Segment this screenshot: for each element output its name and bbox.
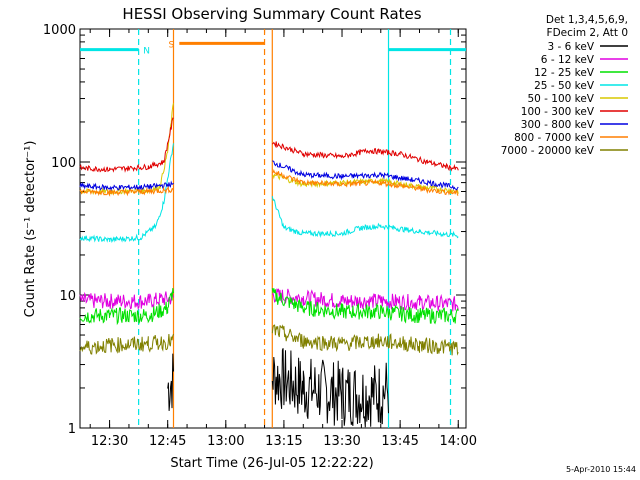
y-tick-label: 100 [51, 156, 76, 171]
series-line [271, 196, 459, 239]
series-line [271, 141, 459, 172]
plot-area: 1 10 100 1000 12:30 12:45 13:00 13:15 13:30 13:45… [43, 23, 477, 449]
series-line [79, 288, 174, 326]
y-axis-label: Count Rate (s⁻¹ detector⁻¹) [23, 141, 38, 318]
legend-header: Det 1,3,4,5,6,9, [546, 14, 628, 26]
series-line [271, 288, 459, 325]
series-line [271, 324, 459, 356]
flag-label: S [168, 40, 174, 50]
legend-entry-label: 7000 - 20000 keV [501, 145, 595, 157]
plot-frame [79, 28, 467, 429]
x-tick-label: 14:00 [440, 434, 477, 449]
flag-label: N [143, 47, 150, 57]
series-line [79, 143, 174, 243]
series-line [272, 169, 459, 196]
series-line [79, 185, 174, 197]
x-tick-label: 13:30 [323, 434, 360, 449]
series-line [167, 353, 174, 411]
x-tick-label: 13:00 [207, 434, 244, 449]
legend-entry-label: 12 - 25 keV [534, 67, 595, 79]
chart-title: HESSI Observing Summary Count Rates [122, 5, 421, 23]
legend: Det 1,3,4,5,6,9,FDecim 2, Att 0 3 - 6 keV… [501, 14, 628, 157]
series-line [271, 348, 389, 428]
y-tick-label: 1 [68, 422, 76, 437]
x-tick-label: 12:45 [149, 434, 186, 449]
legend-header: FDecim 2, Att 0 [547, 27, 628, 39]
series-line [271, 288, 459, 312]
series-line [79, 291, 174, 311]
series-line [79, 180, 174, 192]
x-tick-label: 13:45 [381, 434, 418, 449]
x-tick-label: 13:15 [265, 434, 302, 449]
y-tick-label: 10 [59, 289, 76, 304]
legend-entry-label: 3 - 6 keV [547, 41, 594, 53]
series-line [79, 117, 174, 173]
legend-entry-label: 800 - 7000 keV [514, 132, 595, 144]
legend-entry-label: 100 - 300 keV [521, 106, 595, 118]
y-tick-label: 1000 [43, 23, 76, 38]
legend-entry-label: 50 - 100 keV [527, 93, 594, 105]
legend-entry-label: 25 - 50 keV [534, 80, 595, 92]
legend-entry-label: 6 - 12 keV [541, 54, 595, 66]
x-axis-label: Start Time (26-Jul-05 12:22:22) [170, 456, 373, 471]
legend-entry-label: 300 - 800 keV [521, 119, 595, 131]
series-line [272, 160, 459, 192]
footer-timestamp: 5-Apr-2010 15:44 [566, 465, 636, 474]
x-tick-label: 12:30 [91, 434, 128, 449]
series-line [79, 333, 174, 355]
